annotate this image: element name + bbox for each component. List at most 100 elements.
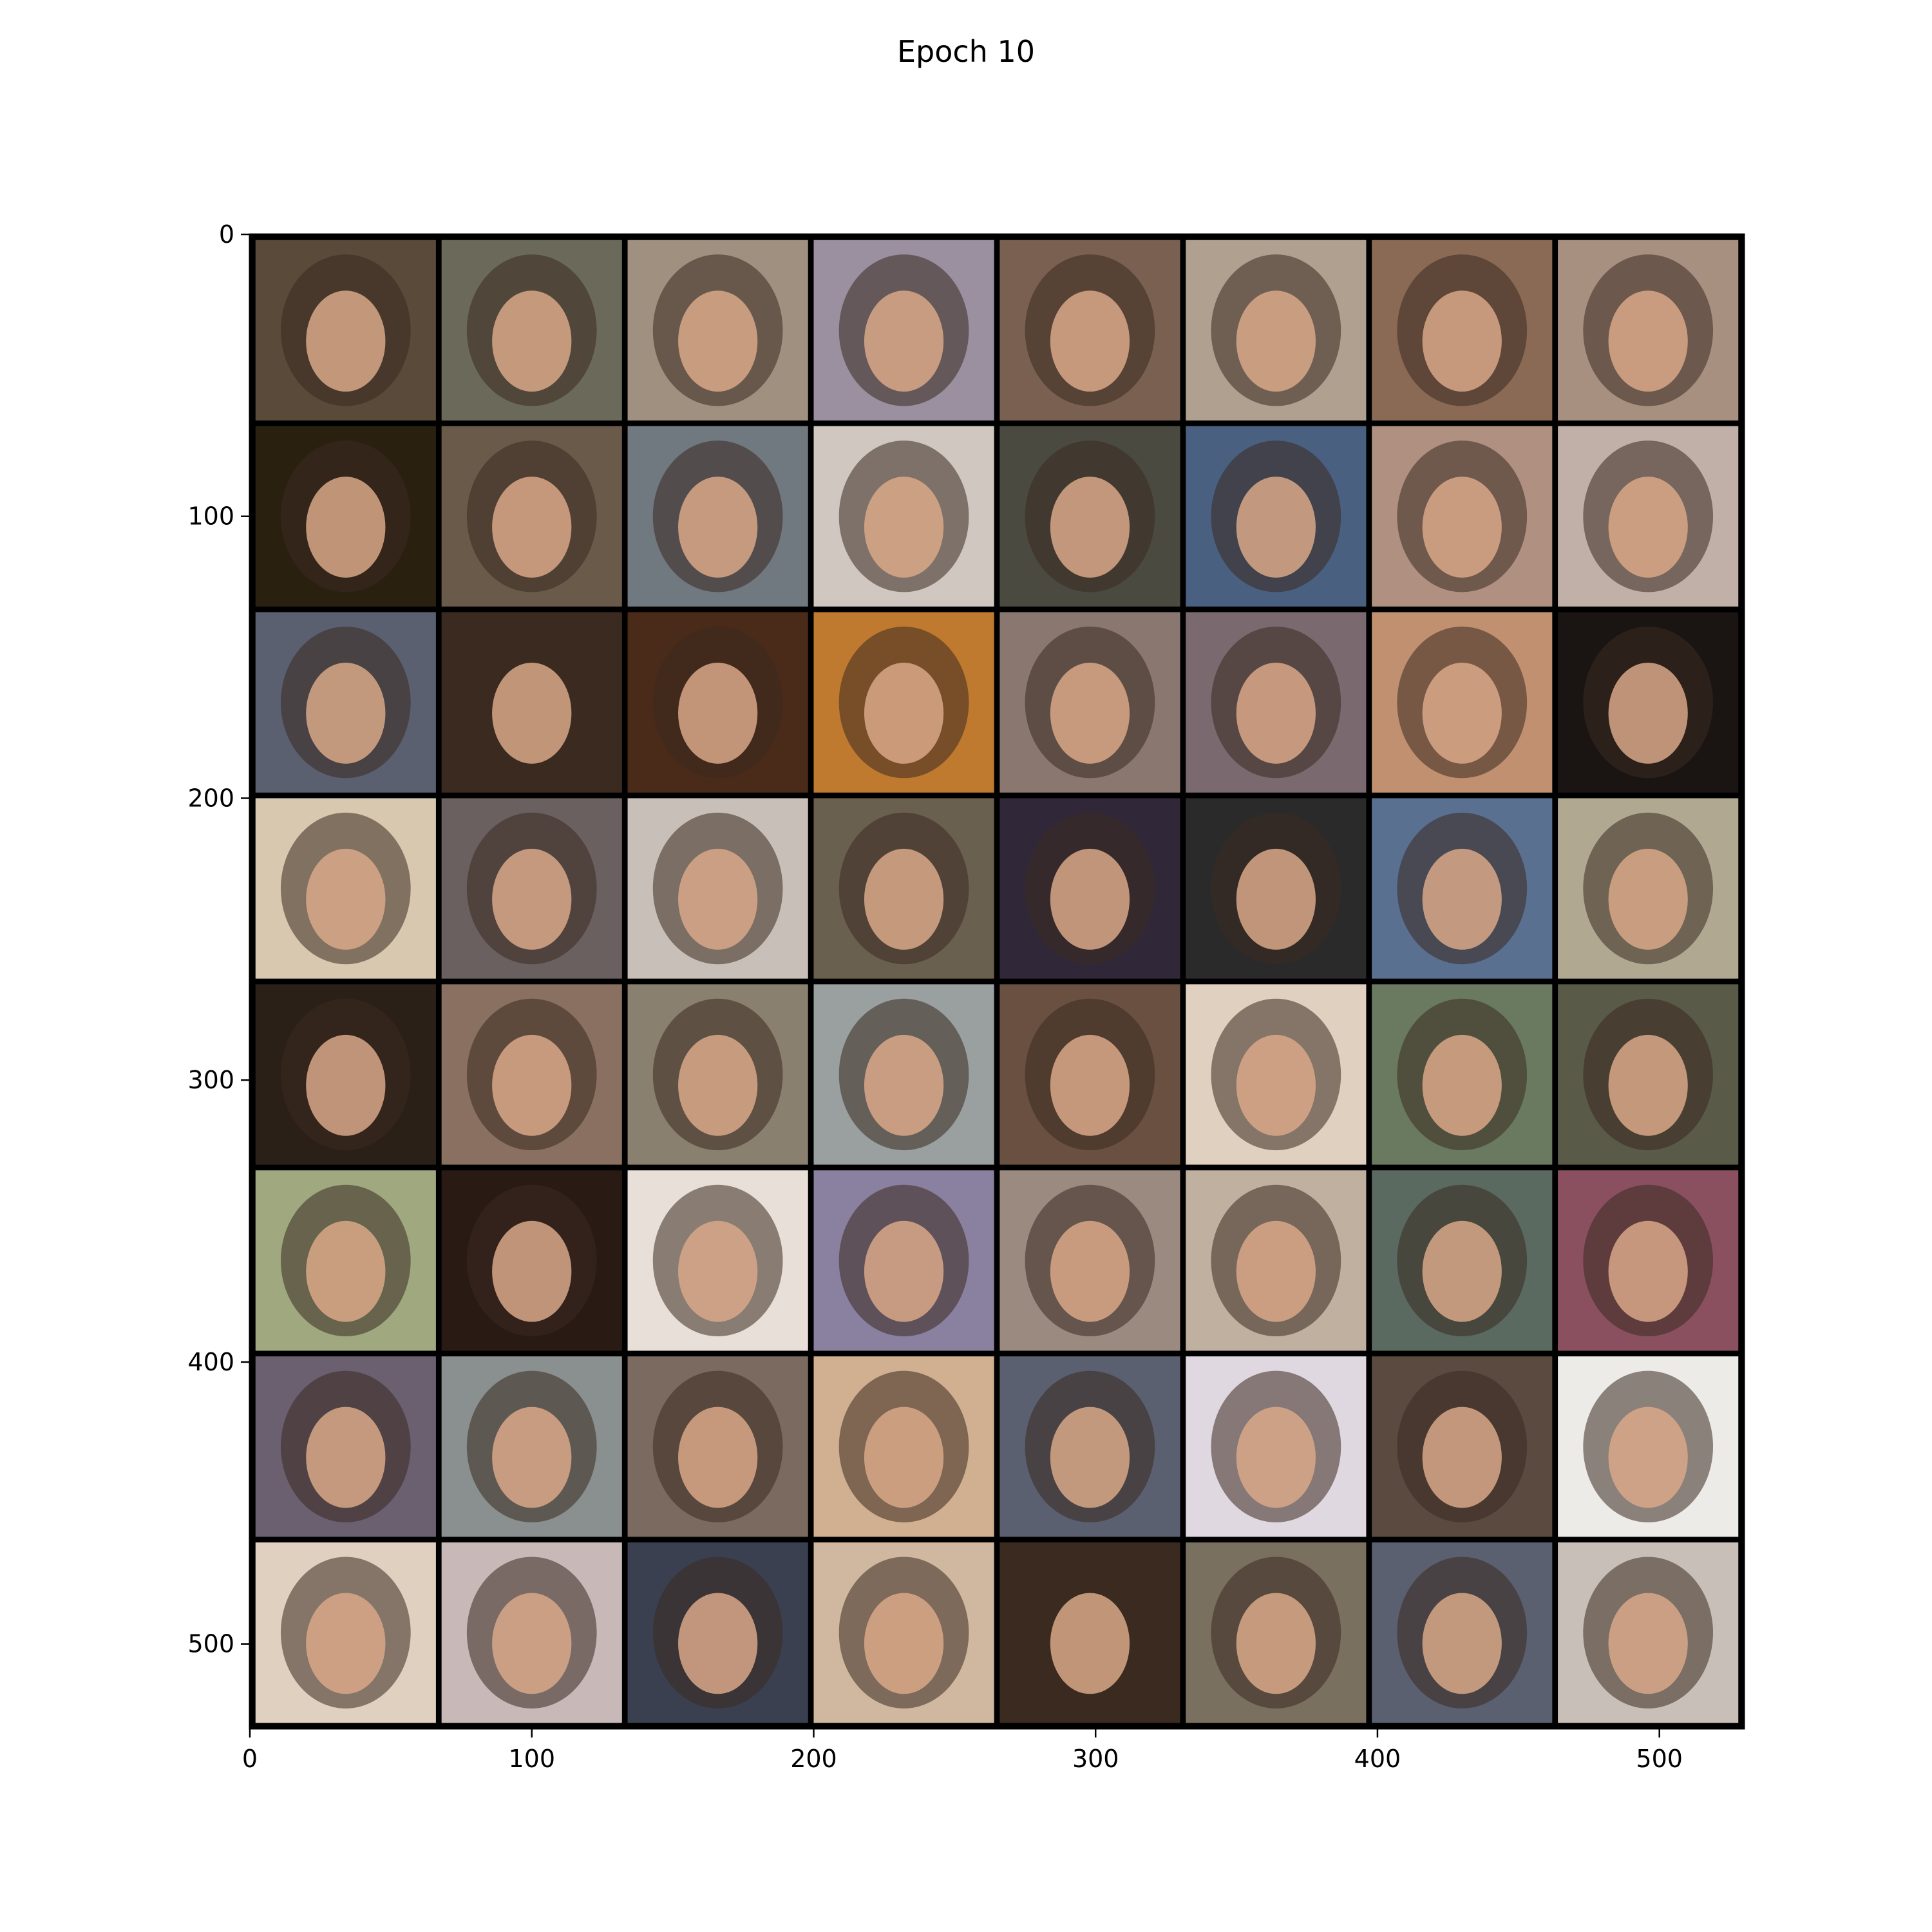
face-shape xyxy=(492,1220,572,1322)
face-shape xyxy=(678,290,758,392)
face-shape xyxy=(1608,290,1688,392)
sample-tile-r0-c5 xyxy=(1186,240,1367,421)
sample-tile-r7-c2 xyxy=(627,1542,808,1723)
sample-tile-r2-c2 xyxy=(627,612,808,793)
sample-tile-r2-c6 xyxy=(1372,612,1553,793)
sample-tile-r6-c1 xyxy=(441,1356,622,1537)
face-shape xyxy=(1422,1034,1502,1136)
sample-tile-r2-c4 xyxy=(999,612,1180,793)
face-shape xyxy=(492,1034,572,1136)
face-shape xyxy=(864,1406,944,1508)
x-axis: 0 100 200 300 400 500 xyxy=(242,1728,1683,1773)
sample-tile-r2-c1 xyxy=(441,612,622,793)
face-shape xyxy=(1236,663,1316,764)
sample-tile-r4-c4 xyxy=(999,984,1180,1165)
sample-tile-r6-c5 xyxy=(1186,1356,1367,1537)
sample-tile-r4-c1 xyxy=(441,984,622,1165)
face-shape xyxy=(306,477,386,578)
sample-tile-r0-c1 xyxy=(441,240,622,421)
sample-tile-r5-c4 xyxy=(999,1170,1180,1351)
face-shape xyxy=(678,477,758,578)
face-shape xyxy=(1236,1220,1316,1322)
x-tick-label: 500 xyxy=(1636,1745,1683,1773)
chart-title: Epoch 10 xyxy=(897,34,1035,69)
y-tick-label: 300 xyxy=(187,1066,234,1094)
face-shape xyxy=(1050,1034,1130,1136)
sample-image-grid xyxy=(250,234,1744,1728)
face-shape xyxy=(306,848,386,950)
face-shape xyxy=(1236,1406,1316,1508)
face-shape xyxy=(1236,1034,1316,1136)
face-shape xyxy=(1236,848,1316,950)
y-tick-label: 100 xyxy=(187,502,234,531)
sample-tile-r6-c6 xyxy=(1372,1356,1553,1537)
y-tick-label: 200 xyxy=(187,784,234,812)
axes-frame xyxy=(249,233,1745,1730)
sample-tile-r0-c2 xyxy=(627,240,808,421)
sample-tile-r5-c3 xyxy=(813,1170,994,1351)
sample-tile-r7-c4 xyxy=(999,1542,1180,1723)
face-shape xyxy=(306,1220,386,1322)
sample-tile-r7-c6 xyxy=(1372,1542,1553,1723)
face-shape xyxy=(492,848,572,950)
face-shape xyxy=(1422,290,1502,392)
face-shape xyxy=(864,848,944,950)
sample-tile-r3-c7 xyxy=(1558,798,1739,979)
sample-tile-r6-c7 xyxy=(1558,1356,1739,1537)
sample-tile-r4-c5 xyxy=(1186,984,1367,1165)
face-shape xyxy=(678,1220,758,1322)
sample-tile-r1-c4 xyxy=(999,426,1180,607)
sample-tile-r5-c1 xyxy=(441,1170,622,1351)
face-shape xyxy=(864,1220,944,1322)
face-shape xyxy=(492,1406,572,1508)
sample-tile-r3-c4 xyxy=(999,798,1180,979)
sample-tile-r0-c3 xyxy=(813,240,994,421)
sample-tile-r1-c1 xyxy=(441,426,622,607)
sample-tile-r0-c6 xyxy=(1372,240,1553,421)
sample-tile-r7-c7 xyxy=(1558,1542,1739,1723)
face-shape xyxy=(492,477,572,578)
sample-tile-r0-c4 xyxy=(999,240,1180,421)
sample-tile-r4-c6 xyxy=(1372,984,1553,1165)
sample-tile-r7-c1 xyxy=(441,1542,622,1723)
y-tick-label: 0 xyxy=(219,220,234,249)
face-shape xyxy=(1236,1593,1316,1694)
face-shape xyxy=(1608,477,1688,578)
sample-tile-r3-c1 xyxy=(441,798,622,979)
sample-tile-r6-c3 xyxy=(813,1356,994,1537)
face-shape xyxy=(1608,1220,1688,1322)
face-shape xyxy=(1050,477,1130,578)
face-shape xyxy=(1050,848,1130,950)
face-shape xyxy=(492,663,572,764)
sample-tile-r4-c0 xyxy=(255,984,436,1165)
sample-tile-r1-c0 xyxy=(255,426,436,607)
sample-tile-r3-c0 xyxy=(255,798,436,979)
sample-tile-r0-c0 xyxy=(255,240,436,421)
x-tick-label: 400 xyxy=(1354,1745,1401,1773)
sample-tile-r5-c7 xyxy=(1558,1170,1739,1351)
face-shape xyxy=(1608,663,1688,764)
sample-tile-r4-c3 xyxy=(813,984,994,1165)
face-shape xyxy=(1236,477,1316,578)
sample-tile-r1-c5 xyxy=(1186,426,1367,607)
sample-tile-r1-c6 xyxy=(1372,426,1553,607)
face-shape xyxy=(678,1593,758,1694)
sample-tile-r2-c3 xyxy=(813,612,994,793)
sample-tile-r1-c2 xyxy=(627,426,808,607)
face-shape xyxy=(678,1406,758,1508)
face-shape xyxy=(1050,1220,1130,1322)
face-shape xyxy=(1608,1406,1688,1508)
face-shape xyxy=(1050,663,1130,764)
face-shape xyxy=(1608,1593,1688,1694)
sample-tile-r6-c4 xyxy=(999,1356,1180,1537)
sample-tile-r5-c2 xyxy=(627,1170,808,1351)
face-shape xyxy=(864,290,944,392)
face-shape xyxy=(1422,1220,1502,1322)
sample-tile-r1-c3 xyxy=(813,426,994,607)
sample-tile-r2-c0 xyxy=(255,612,436,793)
sample-tile-r7-c5 xyxy=(1186,1542,1367,1723)
sample-tile-r5-c0 xyxy=(255,1170,436,1351)
face-shape xyxy=(492,1593,572,1694)
